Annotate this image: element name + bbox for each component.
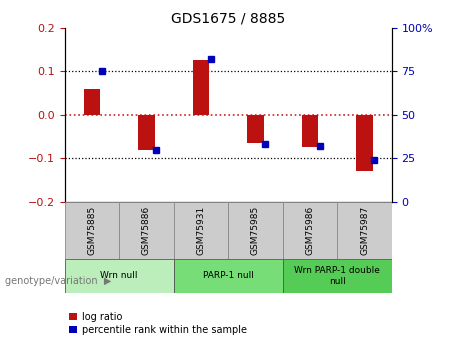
Bar — [283, 202, 337, 259]
Text: PARP-1 null: PARP-1 null — [203, 272, 254, 280]
Text: GSM75985: GSM75985 — [251, 206, 260, 255]
Bar — [174, 202, 228, 259]
Bar — [174, 259, 283, 293]
Text: Wrn null: Wrn null — [100, 272, 138, 280]
Text: genotype/variation  ▶: genotype/variation ▶ — [5, 276, 111, 286]
Bar — [65, 202, 119, 259]
Bar — [193, 60, 209, 115]
Bar — [283, 259, 392, 293]
Bar — [65, 259, 174, 293]
Text: GSM75885: GSM75885 — [87, 206, 96, 255]
Legend: log ratio, percentile rank within the sample: log ratio, percentile rank within the sa… — [70, 312, 247, 335]
Text: GSM75886: GSM75886 — [142, 206, 151, 255]
Bar — [83, 89, 100, 115]
Bar — [247, 115, 264, 143]
Bar — [337, 202, 392, 259]
Text: GSM75987: GSM75987 — [360, 206, 369, 255]
Bar — [302, 115, 318, 147]
Text: GSM75986: GSM75986 — [306, 206, 314, 255]
Bar — [356, 115, 373, 171]
Title: GDS1675 / 8885: GDS1675 / 8885 — [171, 11, 285, 25]
Bar — [119, 202, 174, 259]
Text: GSM75931: GSM75931 — [196, 206, 206, 255]
Bar — [228, 202, 283, 259]
Bar — [138, 115, 154, 150]
Text: Wrn PARP-1 double
null: Wrn PARP-1 double null — [295, 266, 380, 286]
